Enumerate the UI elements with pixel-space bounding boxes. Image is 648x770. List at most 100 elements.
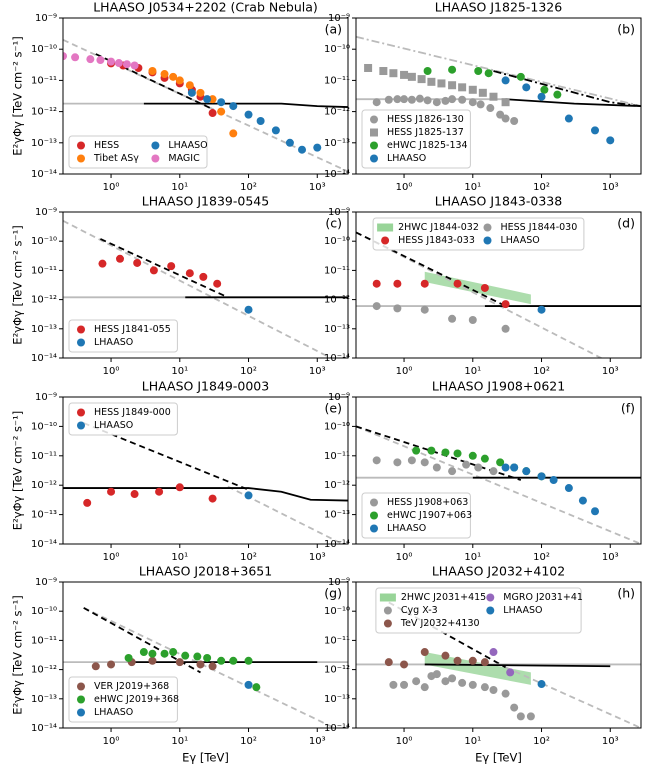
y-tick-label: 10⁻¹² [31,295,57,306]
marker [526,712,535,721]
marker [203,95,212,104]
x-tick-label: 10¹ [171,366,188,377]
marker [540,85,549,94]
x-tick-label: 10⁰ [396,182,413,193]
marker [148,649,157,658]
marker [510,116,519,125]
marker [151,154,160,163]
marker [77,325,85,334]
marker [63,52,67,61]
marker [420,648,429,657]
marker [453,449,462,458]
legend-label: HESS J1849-000 [94,407,171,418]
y-axis-label: E²γΦγ [TeV cm⁻² s⁻¹] [11,36,25,155]
plot-area [356,601,641,728]
model-curve [505,666,641,728]
marker [564,484,573,493]
legend-label: eHWC J1907+063 [387,510,472,521]
marker [370,524,378,533]
y-tick-label: 10⁻¹¹ [31,635,57,646]
y-tick-label: 10⁻¹⁴ [31,353,57,364]
marker [148,67,157,76]
marker [389,680,398,689]
marker [441,677,450,686]
marker [496,458,505,467]
y-tick-label: 10⁻¹³ [324,138,350,149]
marker [420,458,429,467]
plot-area [356,35,641,145]
marker [501,114,510,123]
marker [116,254,125,263]
legend-box [68,135,208,169]
marker [217,107,226,116]
plot-area [356,231,641,358]
panel-label: (f) [621,401,635,416]
panel-label: (a) [325,22,342,37]
marker [506,668,515,677]
y-tick-label: 10⁻¹³ [31,694,57,705]
x-axis-label: Eγ [TeV] [475,751,522,765]
marker [549,476,558,485]
marker [516,72,525,81]
marker [591,507,600,516]
marker [379,67,388,76]
marker [476,100,485,109]
model-curve [63,219,333,358]
x-tick-label: 10³ [602,182,619,193]
y-tick-label: 10⁻⁹ [328,13,350,24]
x-tick-label: 10⁰ [103,182,120,193]
marker [244,656,253,665]
marker [423,96,432,105]
marker [213,279,222,288]
y-tick-label: 10⁻¹² [31,107,57,118]
marker [501,689,510,698]
marker [480,454,489,463]
legend-label: Tibet ASγ [93,153,139,164]
y-tick-label: 10⁻¹⁴ [31,169,57,180]
marker [151,141,160,150]
y-tick-label: 10⁻¹¹ [324,451,350,462]
marker [510,703,519,712]
x-tick-label: 10⁰ [103,552,120,563]
marker [372,279,381,288]
marker [229,656,238,665]
marker [77,141,85,150]
marker [420,683,429,692]
marker [483,223,492,232]
legend: VER J2019+368 eHWC J2019+368 LHAASO [68,676,179,723]
marker [427,446,436,455]
marker [474,463,483,472]
y-axis-label: E²γΦγ [TeV cm⁻² s⁻¹] [11,225,25,344]
marker [384,658,393,667]
y-tick-label: 10⁻⁹ [328,577,350,588]
legend: 2HWC J2031+415 Cyg X-3 TeV J2032+4130 MGRO … [375,587,583,634]
marker [468,316,477,325]
y-tick-label: 10⁻¹³ [324,324,350,335]
marker [77,682,85,691]
model-curve [424,663,611,668]
marker [468,85,477,94]
panel: LHAASO J1839-0545 (c) E²γΦγ [TeV cm⁻² s⁻¹]… [11,194,349,377]
marker [468,680,477,689]
marker [96,56,105,65]
marker [208,109,217,118]
panel-label: (b) [617,22,635,37]
legend-box [68,319,178,353]
marker [175,76,184,85]
y-tick-label: 10⁻¹¹ [324,635,350,646]
panel-title: LHAASO J1825-1326 [435,0,562,15]
marker [313,143,322,152]
legend: HESS J1908+063 eHWC J1907+063 LHAASO [361,492,472,539]
band [424,652,531,685]
marker [193,652,202,661]
marker [510,463,519,472]
y-tick-label: 10⁻¹⁰ [324,44,350,55]
marker [217,98,226,107]
panel-title: LHAASO J0534+2202 (Crab Nebula) [93,0,318,15]
marker [448,65,457,74]
marker [383,619,392,628]
legend-label: VER J2019+368 [94,681,169,692]
x-tick-label: 10³ [602,736,619,747]
marker [578,496,587,505]
